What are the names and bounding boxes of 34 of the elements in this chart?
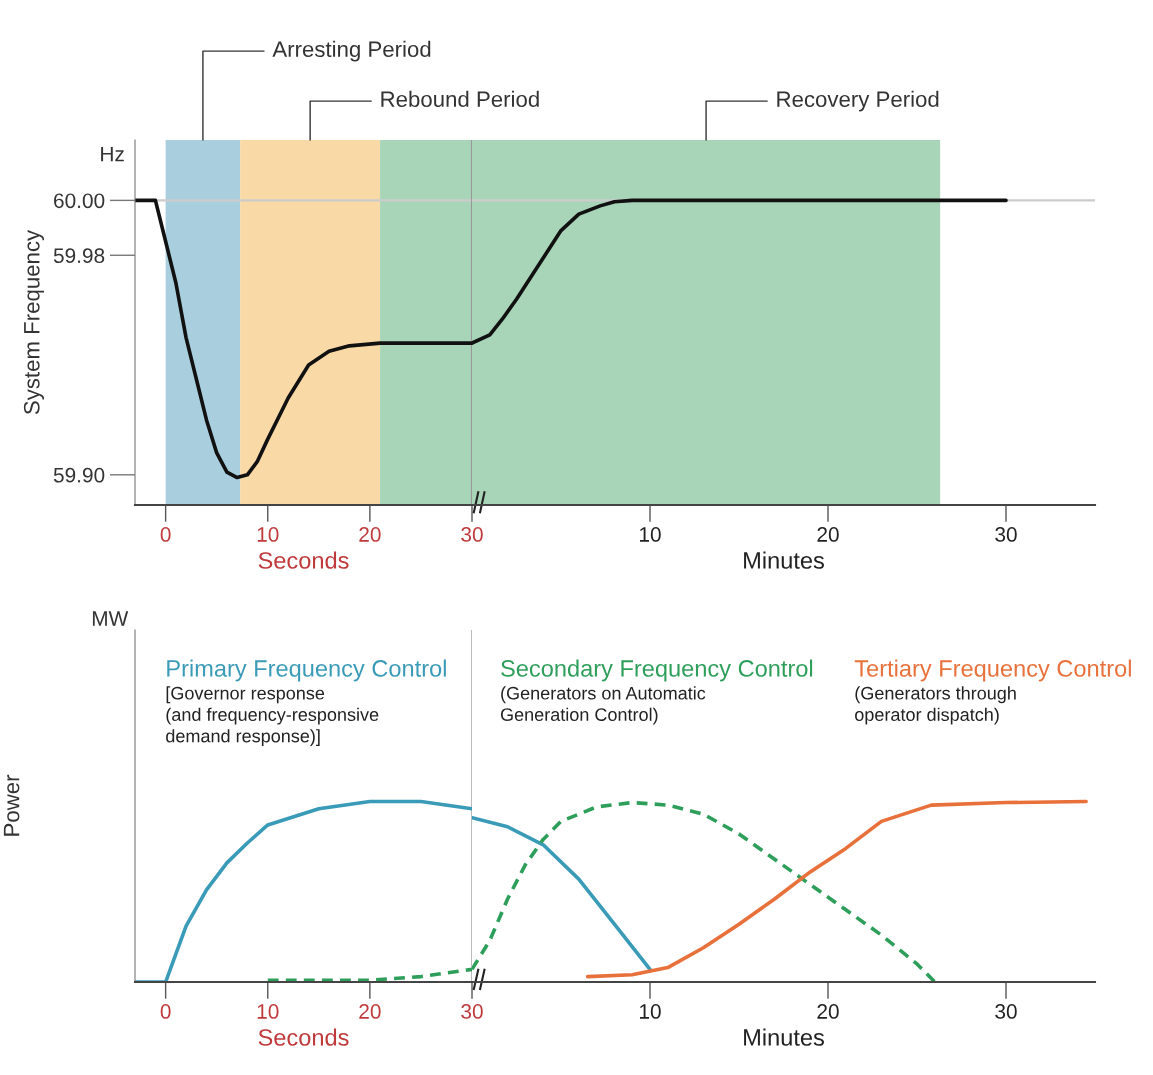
x-axis-title: Minutes [744, 551, 824, 569]
x-tick-label: 30 [995, 527, 1017, 542]
band-label: Rebound Period [381, 90, 539, 108]
x-tick-label: 10 [640, 527, 661, 542]
text: Hz [101, 146, 124, 162]
x-tick-label: 10 [257, 527, 279, 542]
x-axis-title: Minutes [744, 1028, 824, 1046]
band-label: Arresting Period [272, 40, 431, 62]
text: MW [92, 611, 129, 626]
x-tick-label: 0 [160, 527, 171, 542]
x-tick-label: 30 [461, 1004, 483, 1019]
x-tick-label: 20 [817, 527, 839, 542]
x-tick-label: 30 [461, 527, 483, 542]
x-axis-title: Seconds [258, 1028, 349, 1046]
y-tick-label: 60.00 [54, 193, 105, 209]
band-label: Recovery Period [777, 90, 939, 112]
text: [Governor response (and frequency-responsive demand response)] [166, 686, 379, 746]
x-axis-title: Seconds [258, 551, 349, 569]
x-tick-label: 30 [995, 1004, 1017, 1019]
text: (Generators on Automatic Generation Control) [500, 686, 706, 725]
x-tick-label: 10 [257, 1004, 279, 1019]
x-tick-label: 0 [160, 1004, 171, 1019]
text: (Generators through operator dispatch) [855, 686, 1016, 725]
x-tick-label: 10 [640, 1004, 661, 1019]
text: Secondary Frequency Control [501, 659, 813, 682]
y-axis-title: System Frequency [23, 229, 45, 415]
y-tick-label: 59.90 [53, 467, 105, 483]
text: Tertiary Frequency Control [854, 659, 1131, 682]
y-axis-title: Power [3, 774, 20, 836]
x-tick-label: 20 [817, 1004, 839, 1019]
y-tick-label: 59.98 [53, 248, 105, 264]
text: Primary Frequency Control [167, 659, 446, 682]
x-tick-label: 20 [359, 1004, 381, 1019]
x-tick-label: 20 [359, 527, 381, 542]
